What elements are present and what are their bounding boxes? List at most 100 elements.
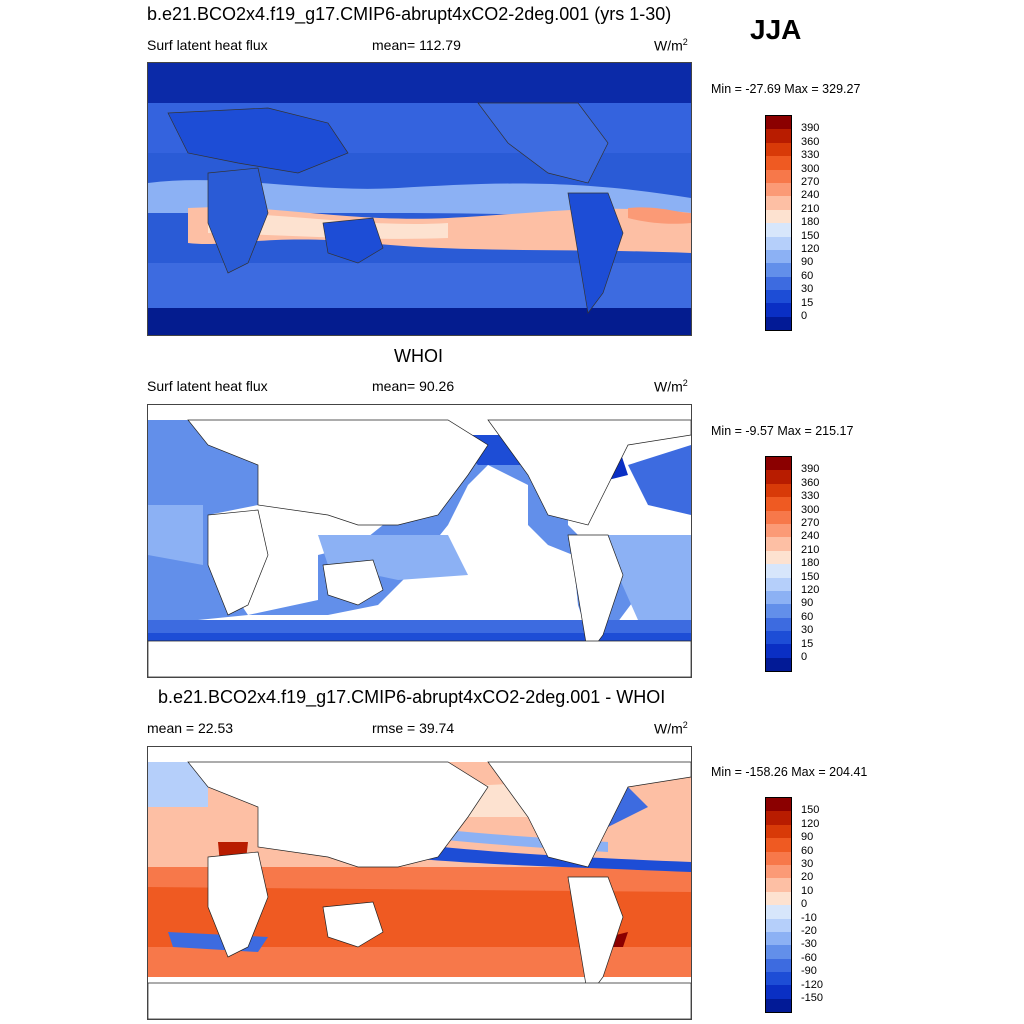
colorbar-segment: [766, 223, 791, 237]
panel-diff-title: b.e21.BCO2x4.f19_g17.CMIP6-abrupt4xCO2-2…: [158, 687, 666, 707]
colorbar-segment: [766, 156, 791, 170]
colorbar-segment: [766, 169, 791, 183]
colorbar-tick-label: 330: [801, 149, 820, 162]
colorbar-tick-label: 150: [801, 229, 820, 242]
colorbar-segment: [766, 644, 791, 658]
colorbar-tick-label: 180: [801, 216, 820, 229]
colorbar-segment: [766, 824, 791, 839]
colorbar-segment: [766, 931, 791, 946]
panel-diff-mean-label: mean = 22.53: [147, 720, 234, 736]
colorbar-segment: [766, 851, 791, 865]
colorbar-tick-label: 360: [801, 135, 820, 148]
colorbar-tick-label: 30: [801, 283, 814, 296]
colorbar-segment: [766, 945, 791, 959]
colorbar-tick-label: 10: [801, 884, 814, 897]
colorbar-segment: [766, 470, 791, 484]
colorbar-tick-label: 150: [801, 804, 820, 817]
colorbar-segment: [766, 142, 791, 157]
colorbar-tick-label: 270: [801, 176, 820, 188]
panel-diff-units: W/m2: [654, 720, 688, 737]
season-label: JJA: [750, 14, 802, 45]
colorbar-tick-label: 20: [801, 871, 814, 884]
colorbar-segment: [766, 303, 791, 317]
panel-model-mean-label: mean= 112.79: [372, 37, 461, 53]
colorbar-segment: [766, 564, 791, 578]
colorbar-tick-label: 210: [801, 543, 820, 556]
panel-model-minmax: Min = -27.69 Max = 329.27: [711, 82, 861, 96]
colorbar-tick-label: -30: [801, 938, 817, 951]
colorbar-tick-label: -10: [801, 911, 817, 924]
colorbar-tick-label: -150: [801, 992, 824, 1004]
colorbar-tick-label: 300: [801, 162, 820, 175]
colorbar-segment: [766, 657, 791, 672]
colorbar-segment: [766, 537, 791, 551]
colorbar-segment: [766, 631, 791, 645]
colorbar-segment: [766, 958, 791, 973]
colorbar-tick-label: 180: [801, 557, 820, 570]
colorbar-tick-label: 90: [801, 831, 814, 844]
colorbar-tick-label: 240: [801, 530, 820, 543]
colorbar-segment: [766, 918, 791, 932]
panel-diff-minmax: Min = -158.26 Max = 204.41: [711, 765, 868, 779]
panel-obs-title: WHOI: [394, 346, 443, 366]
colorbar-tick-label: 210: [801, 202, 820, 215]
colorbar-segment: [766, 457, 791, 471]
colorbar-segment: [766, 196, 791, 210]
colorbar-segment: [766, 838, 791, 852]
panel-obs-units: W/m2: [654, 378, 688, 395]
colorbar-segment: [766, 604, 791, 618]
panel-obs-minmax: Min = -9.57 Max = 215.17: [711, 424, 854, 438]
colorbar-tick-label: 120: [801, 584, 820, 596]
colorbar-segment: [766, 864, 791, 879]
colorbar-tick-label: 150: [801, 570, 820, 583]
panel-model-units: W/m2: [654, 37, 688, 54]
colorbar-tick-label: 120: [801, 817, 820, 830]
colorbar-tick-label: -120: [801, 978, 824, 991]
colorbar-tick-label: 330: [801, 490, 820, 503]
panel-model-map: [147, 62, 692, 336]
colorbar-segment: [766, 590, 791, 605]
colorbar-tick-label: 390: [801, 122, 820, 135]
colorbar-segment: [766, 510, 791, 524]
colorbar-segment: [766, 811, 791, 825]
colorbar-tick-label: 0: [801, 898, 808, 911]
colorbar-tick-label: 90: [801, 597, 814, 610]
colorbar-tick-label: 60: [801, 269, 814, 282]
panel-obs-colorbar: [765, 456, 792, 673]
panel-obs-variable-label: Surf latent heat flux: [147, 378, 268, 394]
colorbar-tick-label: 360: [801, 476, 820, 489]
colorbar-segment: [766, 985, 791, 999]
colorbar-tick-label: 30: [801, 858, 814, 870]
panel-diff-colorbar: [765, 797, 792, 1014]
colorbar-segment: [766, 290, 791, 304]
panel-diff-map: [147, 746, 692, 1020]
colorbar-segment: [766, 182, 791, 197]
colorbar-segment: [766, 116, 791, 130]
colorbar-segment: [766, 878, 791, 892]
colorbar-tick-label: 15: [801, 637, 814, 650]
colorbar-tick-label: 60: [801, 844, 814, 857]
colorbar-tick-label: 240: [801, 189, 820, 202]
colorbar-segment: [766, 497, 791, 511]
colorbar-tick-label: 0: [801, 310, 808, 322]
colorbar-tick-label: 300: [801, 503, 820, 516]
colorbar-segment: [766, 905, 791, 919]
panel-model-variable-label: Surf latent heat flux: [147, 37, 268, 53]
colorbar-segment: [766, 483, 791, 498]
colorbar-tick-label: -60: [801, 951, 817, 964]
colorbar-segment: [766, 236, 791, 250]
colorbar-segment: [766, 249, 791, 264]
panel-model-colorbar: [765, 115, 792, 332]
colorbar-segment: [766, 550, 791, 565]
colorbar-segment: [766, 998, 791, 1013]
colorbar-tick-label: 270: [801, 517, 820, 529]
colorbar-segment: [766, 891, 791, 906]
colorbar-segment: [766, 798, 791, 812]
colorbar-segment: [766, 129, 791, 143]
colorbar-segment: [766, 276, 791, 291]
colorbar-segment: [766, 209, 791, 224]
colorbar-tick-label: 15: [801, 296, 814, 309]
colorbar-segment: [766, 316, 791, 331]
colorbar-tick-label: 390: [801, 463, 820, 476]
panel-model-title: b.e21.BCO2x4.f19_g17.CMIP6-abrupt4xCO2-2…: [147, 4, 672, 24]
